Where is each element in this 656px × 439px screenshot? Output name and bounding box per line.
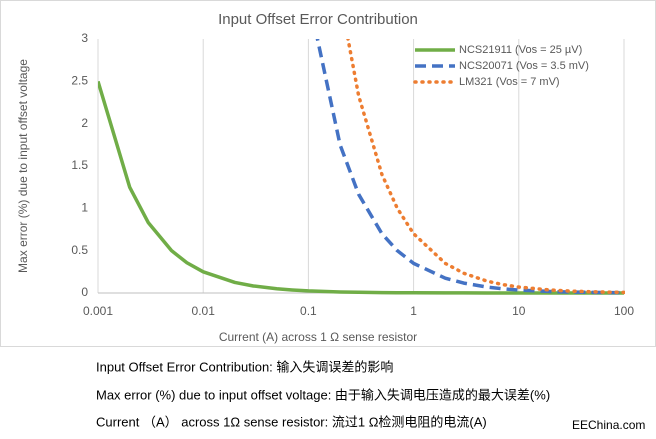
y-tick-label: 2.5 bbox=[71, 74, 88, 88]
x-tick-label: 10 bbox=[512, 304, 526, 318]
x-tick-label: 100 bbox=[614, 304, 634, 318]
legend-label: NCS20071 (Vos = 3.5 mV) bbox=[459, 60, 589, 72]
plot-area bbox=[98, 39, 625, 295]
series-line bbox=[346, 39, 625, 295]
y-axis-title: Max error (%) due to input offset voltag… bbox=[16, 59, 30, 273]
x-tick-label: 0.1 bbox=[300, 304, 317, 318]
y-tick-label: 0.5 bbox=[71, 243, 88, 257]
chart-title: Input Offset Error Contribution bbox=[218, 11, 418, 28]
note: Max error (%) due to input offset voltag… bbox=[96, 387, 550, 402]
x-tick-label: 0.001 bbox=[83, 304, 113, 318]
y-tick-label: 1 bbox=[81, 201, 88, 215]
x-tick-label: 1 bbox=[410, 304, 417, 318]
legend-label: NCS21911 (Vos = 25 µV) bbox=[459, 44, 582, 56]
y-tick-label: 1.5 bbox=[71, 158, 88, 172]
watermark: EEChina.com bbox=[572, 418, 645, 432]
y-tick-label: 0 bbox=[81, 285, 88, 299]
y-tick-label: 2 bbox=[81, 116, 88, 130]
x-tick-label: 0.01 bbox=[192, 304, 216, 318]
note: Current （A） across 1Ω sense resistor: 流过… bbox=[96, 414, 487, 429]
x-axis-title: Current (A) across 1 Ω sense resistor bbox=[219, 330, 417, 344]
y-tick-label: 3 bbox=[81, 31, 88, 45]
note: Input Offset Error Contribution: 输入失调误差的… bbox=[96, 359, 393, 374]
legend-label: LM321 (Vos = 7 mV) bbox=[459, 76, 560, 88]
